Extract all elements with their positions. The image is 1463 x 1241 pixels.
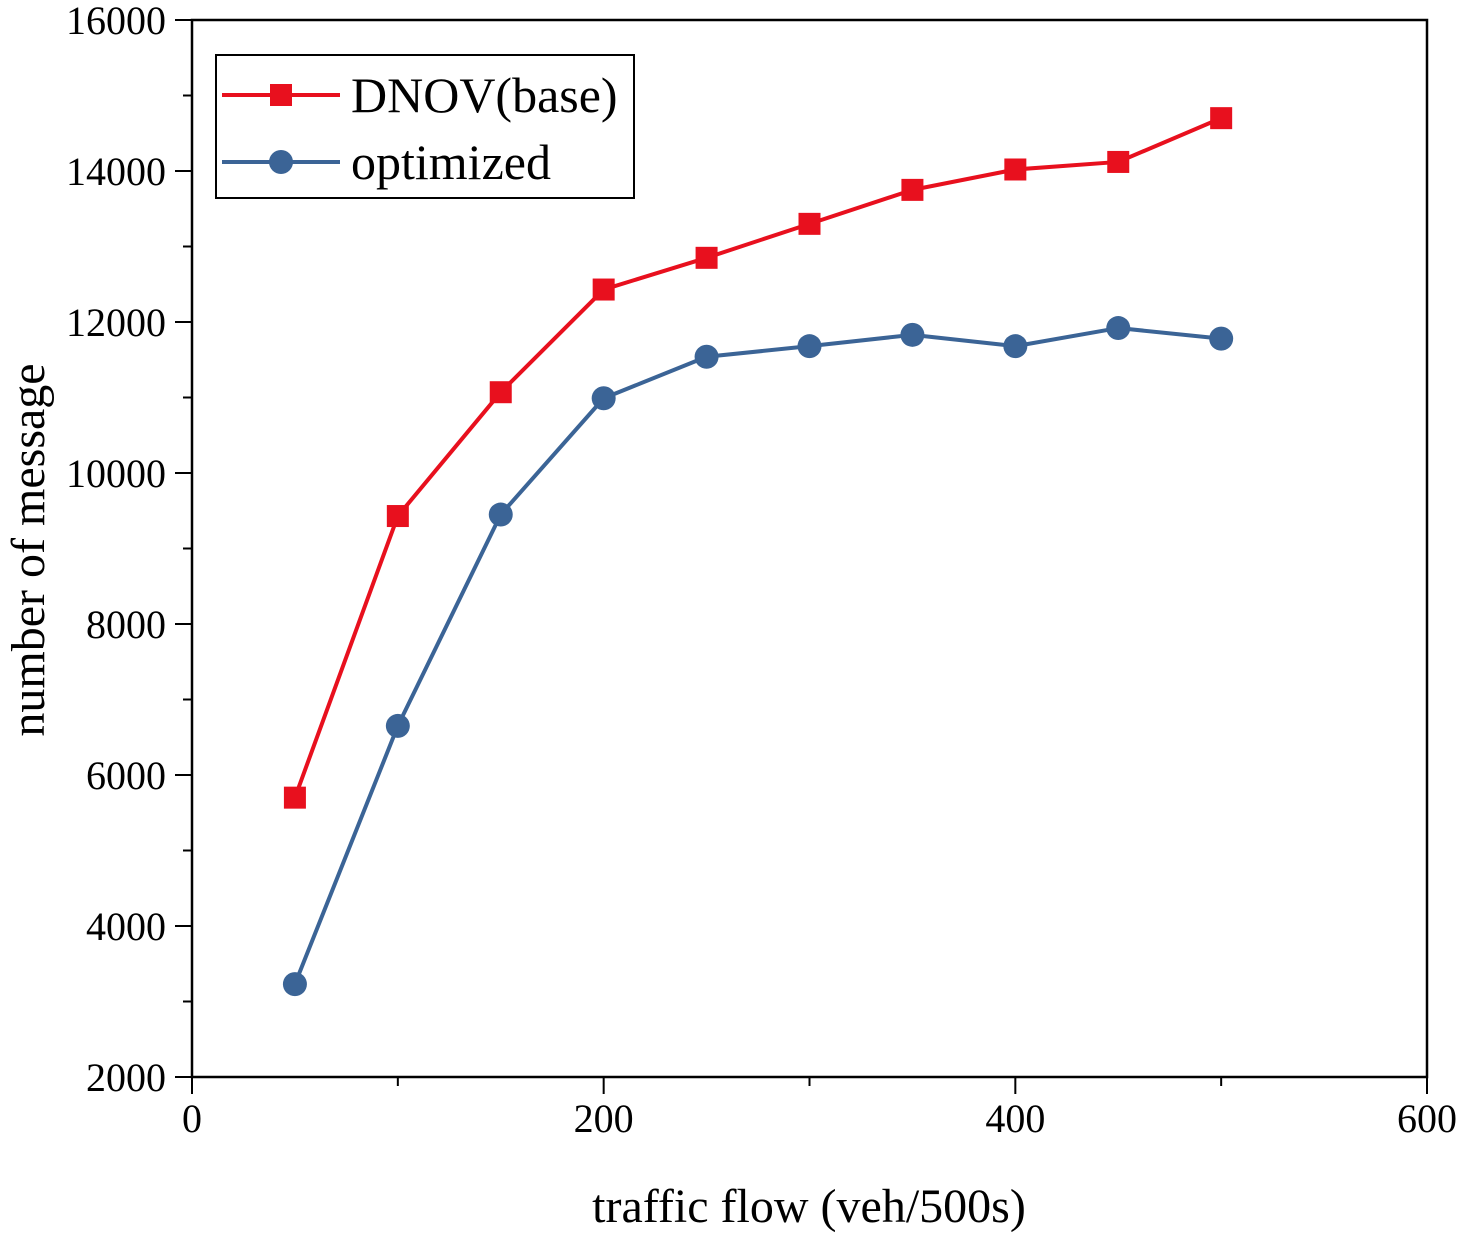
data-point [1107,150,1130,173]
series-optimized [282,316,1234,997]
y-tick-label: 2000 [86,1055,166,1100]
data-point [283,786,306,809]
legend-marker [270,84,292,106]
y-tick-label: 8000 [86,602,166,647]
data-point [1004,158,1027,181]
y-tick-label: 12000 [66,300,166,345]
x-tick-label: 0 [182,1096,202,1141]
data-point [901,178,924,201]
data-point [489,381,512,404]
series-dnov-base [283,107,1233,809]
series-line [293,326,1222,985]
data-point [695,246,718,269]
series-line [293,116,1222,799]
legend-frame [215,54,635,199]
data-point [282,972,307,997]
legend-entry: optimized [222,134,551,190]
legend-entry: DNOV(base) [222,67,618,123]
y-tick-label: 16000 [66,0,166,43]
y-tick-label: 14000 [66,149,166,194]
data-point [1003,334,1028,359]
series-layer [282,107,1234,997]
data-point [591,386,616,411]
data-point [1209,326,1234,351]
legend-marker [269,150,293,174]
y-tick-label: 4000 [86,904,166,949]
data-point [592,278,615,301]
data-point [797,334,822,359]
data-point [488,502,513,527]
x-tick-label: 400 [985,1096,1045,1141]
data-point [1106,316,1131,341]
data-point [798,212,821,235]
y-axis-title: number of message [2,363,55,736]
x-tick-label: 600 [1397,1096,1457,1141]
y-tick-label: 10000 [66,451,166,496]
data-point [386,505,409,528]
data-point [694,344,719,369]
legend-label: optimized [351,134,551,190]
legend-label: DNOV(base) [351,67,618,123]
axes: 0 200 400 600 2000 4000 6000 8000 10000 12000 1400… [66,0,1457,1141]
x-axis-title: traffic flow (veh/500s) [592,1180,1026,1233]
y-tick-label: 6000 [86,753,166,798]
data-point [900,322,925,347]
x-tick-label: 200 [574,1096,634,1141]
legend: DNOV(base) optimized [215,54,635,199]
data-point [385,713,410,738]
data-point [1210,107,1233,130]
